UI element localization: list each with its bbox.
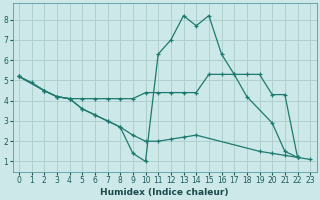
X-axis label: Humidex (Indice chaleur): Humidex (Indice chaleur) [100,188,229,197]
